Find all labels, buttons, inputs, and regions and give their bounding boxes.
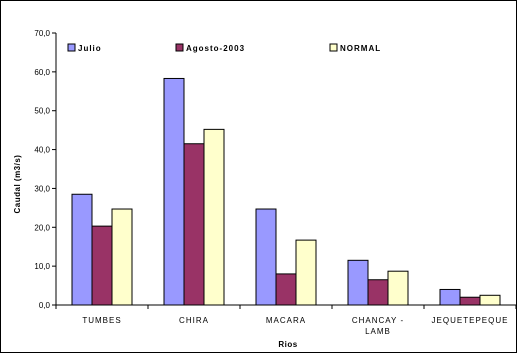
bar-agosto-2003 <box>459 296 481 306</box>
y-tick-label: 50,0 <box>34 107 50 116</box>
bar-julio <box>255 208 277 306</box>
x-category-label: LAMB <box>365 327 391 336</box>
bar-normal <box>295 239 317 306</box>
y-tick-label: 70,0 <box>34 29 50 38</box>
bar-agosto-2003 <box>275 273 297 306</box>
bar-normal <box>203 128 225 306</box>
legend-label: Julio <box>78 44 102 53</box>
y-tick-label: 10,0 <box>34 262 50 271</box>
y-tick-label: 20,0 <box>34 223 50 232</box>
legend-label: NORMAL <box>340 44 381 53</box>
x-category-label: TUMBES <box>82 316 121 325</box>
bar-agosto-2003 <box>183 143 205 306</box>
bar-normal <box>479 294 501 306</box>
legend-swatch-agosto-2003 <box>175 43 184 52</box>
x-category-label: MACARA <box>266 316 306 325</box>
y-tick-label: 40,0 <box>34 146 50 155</box>
x-category-label: CHANCAY - <box>352 316 404 325</box>
x-category-label: JEQUETEPEQUE <box>432 316 509 325</box>
x-category-label: CHIRA <box>179 316 209 325</box>
legend-swatch-julio <box>67 43 76 52</box>
bar-normal <box>111 208 133 306</box>
legend-label: Agosto-2003 <box>186 44 245 53</box>
y-tick-label: 60,0 <box>34 68 50 77</box>
bar-julio <box>163 77 185 306</box>
y-axis-title: Caudal (m3/s) <box>13 155 22 214</box>
x-axis-title: Rios <box>278 340 297 349</box>
legend-swatch-normal <box>329 43 338 52</box>
bar-agosto-2003 <box>91 225 113 306</box>
bar-julio <box>71 193 93 306</box>
y-tick-label: 30,0 <box>34 184 50 193</box>
bar-agosto-2003 <box>367 279 389 306</box>
bar-julio <box>347 259 369 306</box>
bar-normal <box>387 270 409 306</box>
bar-julio <box>439 288 461 306</box>
y-tick-label: 0,0 <box>39 301 51 310</box>
